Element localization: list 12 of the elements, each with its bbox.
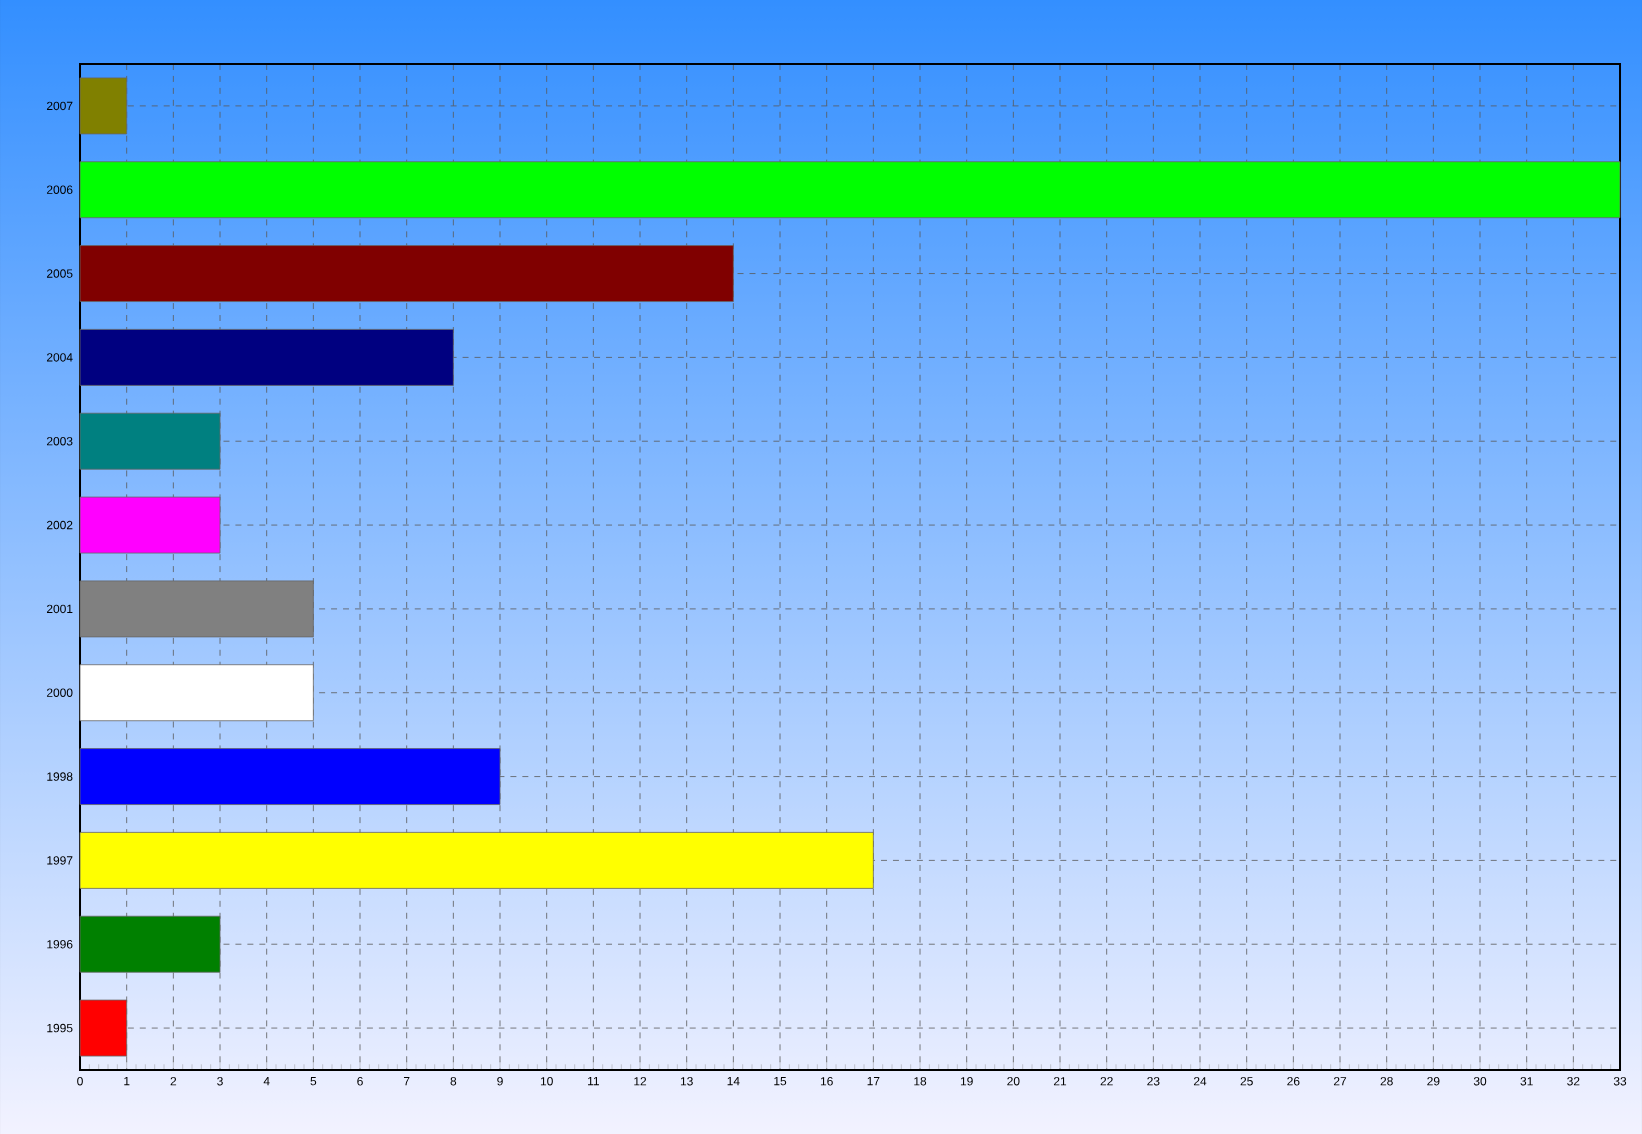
- bar: [79, 999, 128, 1057]
- bar: [79, 915, 221, 973]
- bar: [79, 77, 128, 135]
- bar: [79, 329, 454, 386]
- bar: [79, 496, 221, 554]
- bar: [79, 748, 501, 805]
- bar: [79, 161, 1621, 219]
- bar: [79, 412, 221, 470]
- bar: [79, 832, 874, 889]
- bar: [79, 580, 314, 638]
- bar: [79, 664, 314, 722]
- bar: [79, 245, 734, 302]
